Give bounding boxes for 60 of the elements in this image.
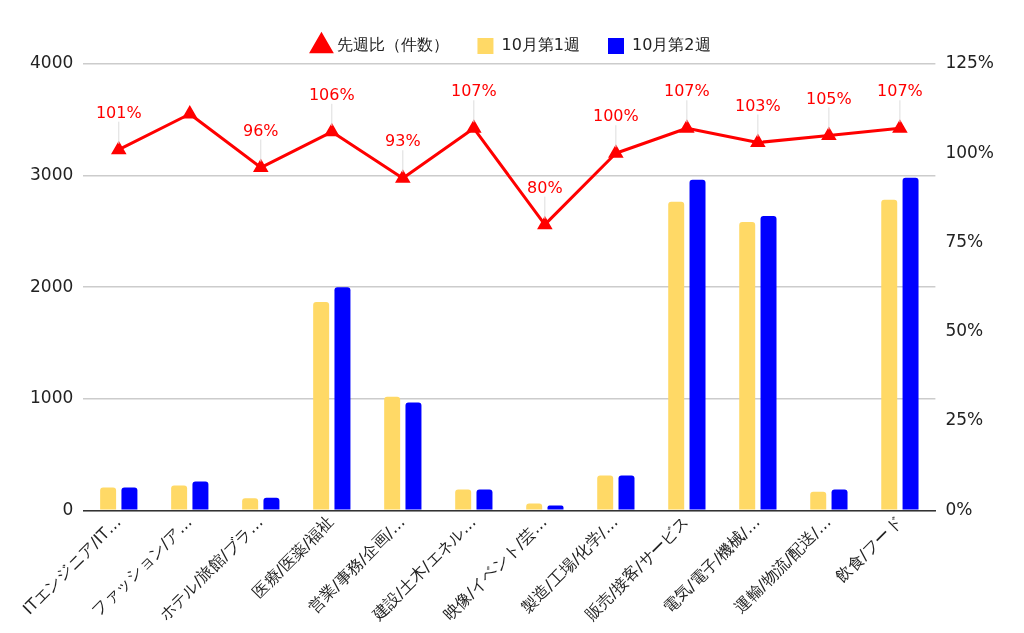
bar <box>476 489 493 510</box>
point <box>609 145 623 158</box>
legend-label: 先週比（件数） <box>337 35 450 55</box>
y-tick-label: 4000 <box>30 52 74 73</box>
bar <box>597 475 614 510</box>
bar <box>192 481 209 510</box>
point <box>325 124 339 137</box>
bar <box>263 497 280 510</box>
y-tick-label: 3000 <box>30 163 74 184</box>
bar <box>689 179 706 510</box>
bar <box>384 396 401 510</box>
bar <box>902 177 919 510</box>
bar <box>405 402 422 510</box>
bar <box>618 475 635 510</box>
data-label: 103% <box>735 95 781 115</box>
bar <box>313 301 330 510</box>
y2-tick-label: 25% <box>945 409 984 430</box>
bar <box>334 287 351 510</box>
y2-tick-label: 125% <box>945 52 995 73</box>
bar <box>831 489 848 510</box>
data-label: 107% <box>877 81 923 101</box>
y2-tick-label: 0% <box>945 498 973 519</box>
y2-tick-label: 100% <box>945 141 995 162</box>
data-label: 107% <box>663 81 710 101</box>
point <box>112 142 126 155</box>
bar <box>668 201 685 510</box>
y-tick-label: 2000 <box>30 275 74 296</box>
point <box>822 127 836 140</box>
point <box>467 120 481 133</box>
data-label: 105% <box>806 88 852 108</box>
data-label: 80% <box>527 177 563 197</box>
data-label: 106% <box>308 84 355 104</box>
data-label: 93% <box>385 131 421 151</box>
bar <box>760 215 777 510</box>
bar <box>242 498 259 510</box>
y-tick-label: 0 <box>62 498 74 519</box>
x-tick-label: 飲食/フード <box>831 512 906 587</box>
point <box>396 170 410 183</box>
data-label: 96% <box>243 120 279 140</box>
bar <box>739 221 756 510</box>
bar <box>881 199 898 510</box>
legend-label: 10月第2週 <box>632 35 711 55</box>
legend-label: 10月第1週 <box>501 35 581 55</box>
point <box>254 160 268 173</box>
point <box>893 120 907 133</box>
y2-tick-label: 50% <box>945 320 984 341</box>
y2-tick-label: 75% <box>945 230 984 251</box>
bar <box>455 489 472 510</box>
bar <box>810 491 827 510</box>
bar <box>171 485 188 510</box>
y-tick-label: 1000 <box>30 387 74 408</box>
point <box>680 120 694 133</box>
data-label: 100% <box>592 106 639 126</box>
bar <box>121 487 138 510</box>
bar <box>100 487 117 510</box>
point <box>751 135 765 148</box>
point <box>538 217 552 230</box>
data-label: 107% <box>450 81 497 101</box>
point <box>183 106 197 119</box>
data-label: 101% <box>95 102 142 122</box>
